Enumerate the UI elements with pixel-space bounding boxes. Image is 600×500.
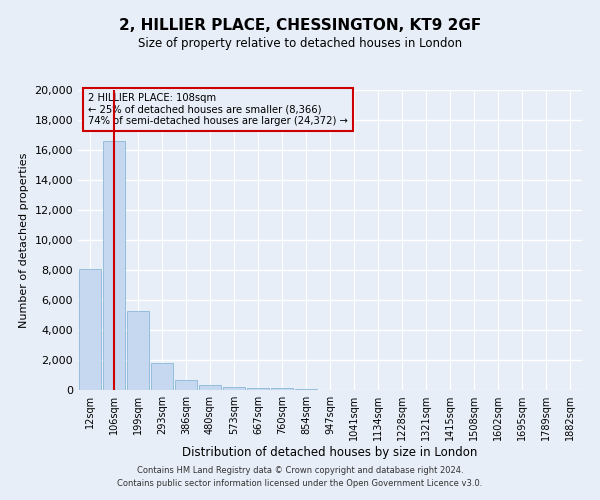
Bar [247,388,269,390]
Bar [223,387,245,390]
Text: Contains HM Land Registry data © Crown copyright and database right 2024.
Contai: Contains HM Land Registry data © Crown c… [118,466,482,487]
Text: Size of property relative to detached houses in London: Size of property relative to detached ho… [138,38,462,51]
Bar [199,385,221,390]
Bar [103,141,125,390]
Bar [127,310,149,390]
Bar [175,380,197,390]
Bar [295,388,317,390]
Text: 2, HILLIER PLACE, CHESSINGTON, KT9 2GF: 2, HILLIER PLACE, CHESSINGTON, KT9 2GF [119,18,481,32]
Bar [271,388,293,390]
X-axis label: Distribution of detached houses by size in London: Distribution of detached houses by size … [182,446,478,459]
Text: 2 HILLIER PLACE: 108sqm
← 25% of detached houses are smaller (8,366)
74% of semi: 2 HILLIER PLACE: 108sqm ← 25% of detache… [88,93,348,126]
Y-axis label: Number of detached properties: Number of detached properties [19,152,29,328]
Bar [151,363,173,390]
Bar [79,268,101,390]
